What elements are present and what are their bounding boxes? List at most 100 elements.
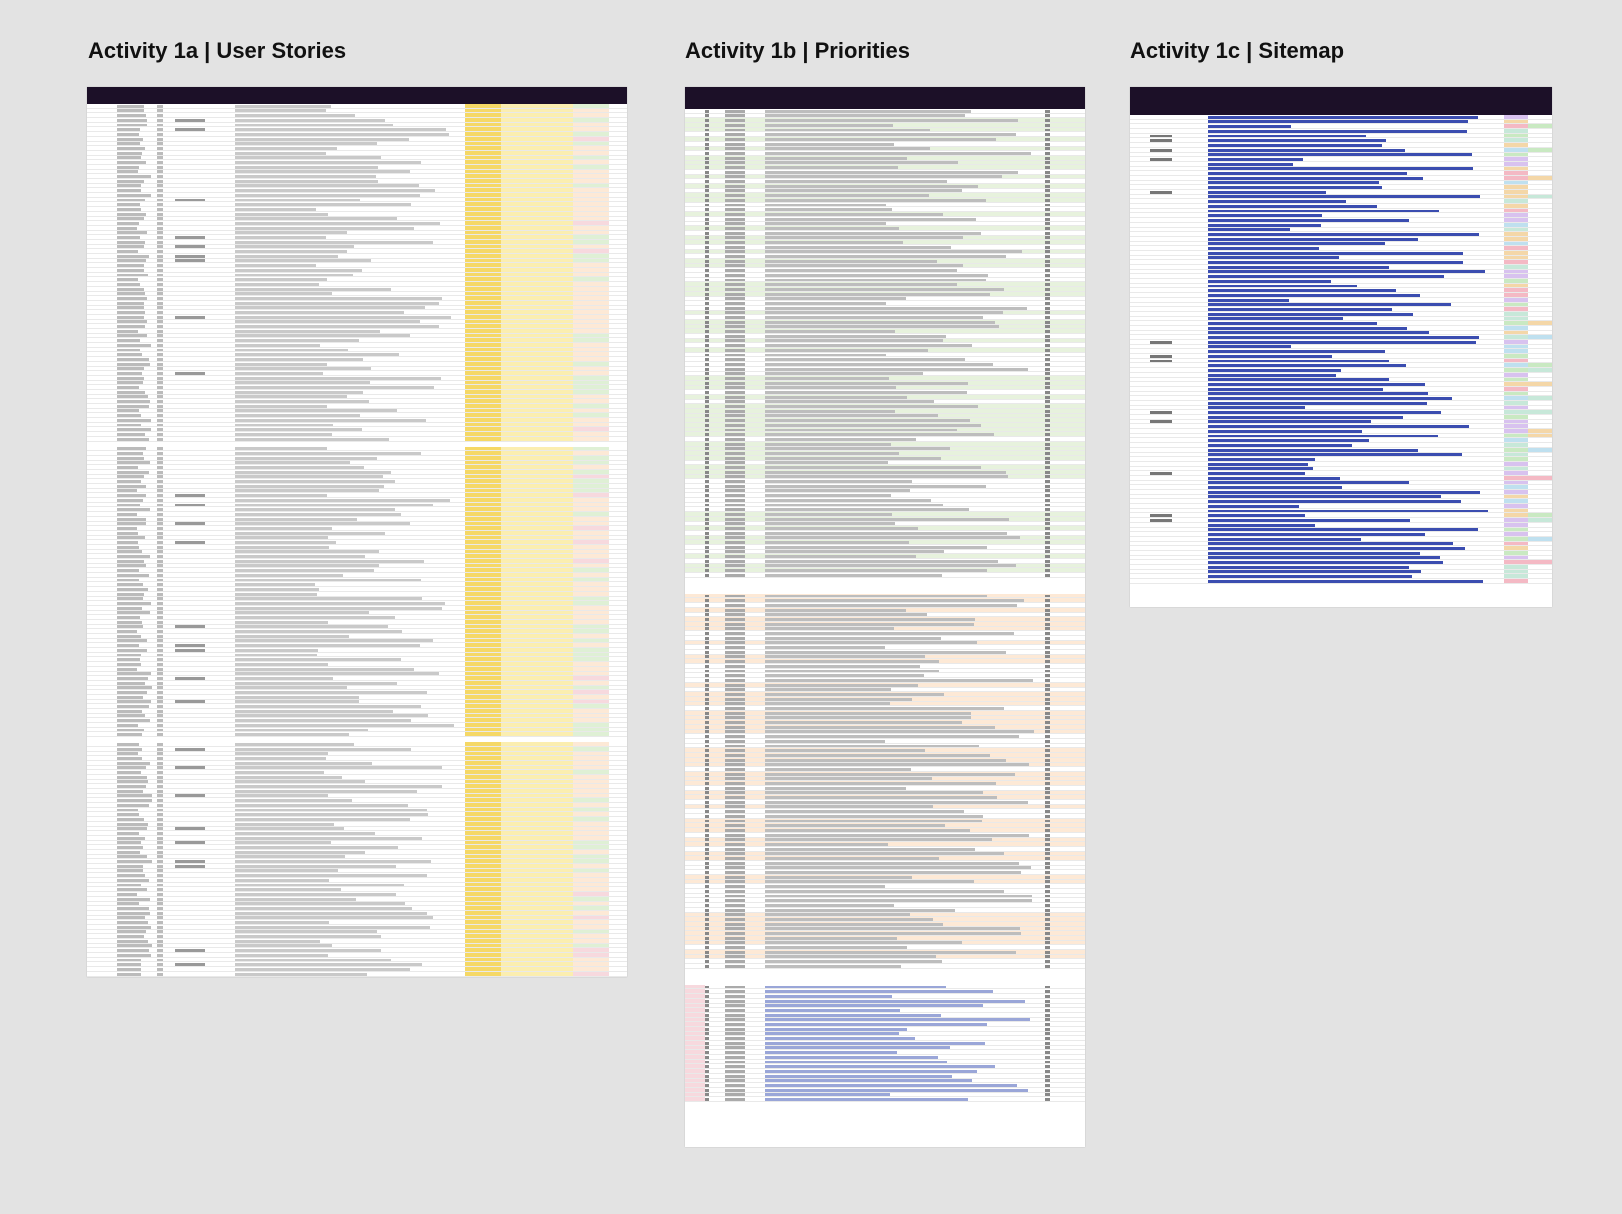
table-row (1130, 410, 1552, 415)
table-row (685, 912, 1085, 918)
table-row (87, 742, 627, 747)
table-row (1130, 480, 1552, 486)
table-row (1130, 293, 1552, 298)
table-row (685, 950, 1085, 955)
table-row (87, 568, 627, 574)
table-row (87, 338, 627, 344)
table-row (685, 926, 1085, 932)
table-row (685, 432, 1085, 438)
table-row (87, 286, 627, 292)
table-row (87, 685, 627, 691)
table-row (87, 610, 627, 616)
table-row (685, 650, 1085, 655)
table-row (87, 516, 627, 522)
table-row (1130, 429, 1552, 434)
table-row (1130, 452, 1552, 458)
table-row (87, 230, 627, 236)
table-row (685, 254, 1085, 259)
table-row (1130, 138, 1552, 144)
table-row (685, 809, 1085, 815)
table-row (87, 887, 627, 893)
table-row (685, 1069, 1085, 1074)
table-row (685, 338, 1085, 344)
table-row (1130, 527, 1552, 533)
table-row (685, 512, 1085, 517)
table-row (685, 287, 1085, 292)
table-row (1130, 344, 1552, 350)
table-row (685, 357, 1085, 363)
table-row (685, 743, 1085, 749)
table-row (685, 1003, 1085, 1009)
table-row (685, 409, 1085, 414)
table-row (685, 446, 1085, 452)
table-row (685, 804, 1085, 810)
table-row (1130, 265, 1552, 270)
table-row (87, 624, 627, 630)
table-row (685, 1036, 1085, 1041)
table-row (1130, 555, 1552, 561)
table-row (1130, 447, 1552, 453)
priorities-sheet-header (685, 87, 1085, 109)
table-row (87, 502, 627, 508)
table-row (87, 530, 627, 536)
table-row (87, 582, 627, 588)
table-row (685, 1045, 1085, 1051)
table-row (1130, 222, 1552, 228)
table-row (685, 682, 1085, 688)
table-row (685, 207, 1085, 213)
table-row (685, 739, 1085, 744)
table-row (685, 776, 1085, 782)
table-row (87, 104, 627, 109)
table-row (87, 751, 627, 757)
table-row (685, 296, 1085, 302)
table-row (1130, 330, 1552, 336)
table-row (87, 924, 627, 930)
table-row (685, 437, 1085, 442)
table-row (685, 230, 1085, 236)
table-row (1130, 204, 1552, 209)
table-row (1130, 565, 1552, 570)
table-row (685, 1017, 1085, 1023)
table-row (87, 314, 627, 320)
table-row (87, 892, 627, 897)
table-row (87, 183, 627, 189)
table-row (1130, 190, 1552, 195)
table-row (685, 612, 1085, 618)
table-row (685, 673, 1085, 679)
table-row (685, 479, 1085, 484)
table-row (1130, 349, 1552, 355)
table-row (685, 493, 1085, 499)
table-row (87, 221, 627, 226)
table-row (87, 629, 627, 634)
table-row (87, 366, 627, 372)
table-row (1130, 297, 1552, 303)
table-row (685, 1083, 1085, 1088)
table-row (685, 1031, 1085, 1037)
table-row (87, 976, 627, 977)
table-row (1130, 569, 1552, 575)
table-row (1130, 180, 1552, 186)
table-row (685, 828, 1085, 833)
table-row (685, 729, 1085, 735)
table-row (685, 635, 1085, 641)
table-row (685, 823, 1085, 829)
table-row (1130, 550, 1552, 556)
table-row (1130, 471, 1552, 476)
table-row (87, 648, 627, 653)
table-row (1130, 124, 1552, 130)
table-row (87, 498, 627, 503)
table-row (87, 835, 627, 841)
table-row (87, 202, 627, 208)
table-row (1130, 129, 1552, 134)
table-row (685, 123, 1085, 128)
table-row (685, 343, 1085, 349)
title-activity-1b: Activity 1b | Priorities (685, 38, 911, 63)
table-row (685, 1026, 1085, 1032)
table-row (685, 573, 1085, 578)
table-row (87, 193, 627, 198)
table-row (685, 263, 1085, 269)
table-row (87, 446, 627, 452)
table-row (685, 1059, 1085, 1065)
table-row (87, 784, 627, 789)
table-row (1130, 236, 1552, 242)
